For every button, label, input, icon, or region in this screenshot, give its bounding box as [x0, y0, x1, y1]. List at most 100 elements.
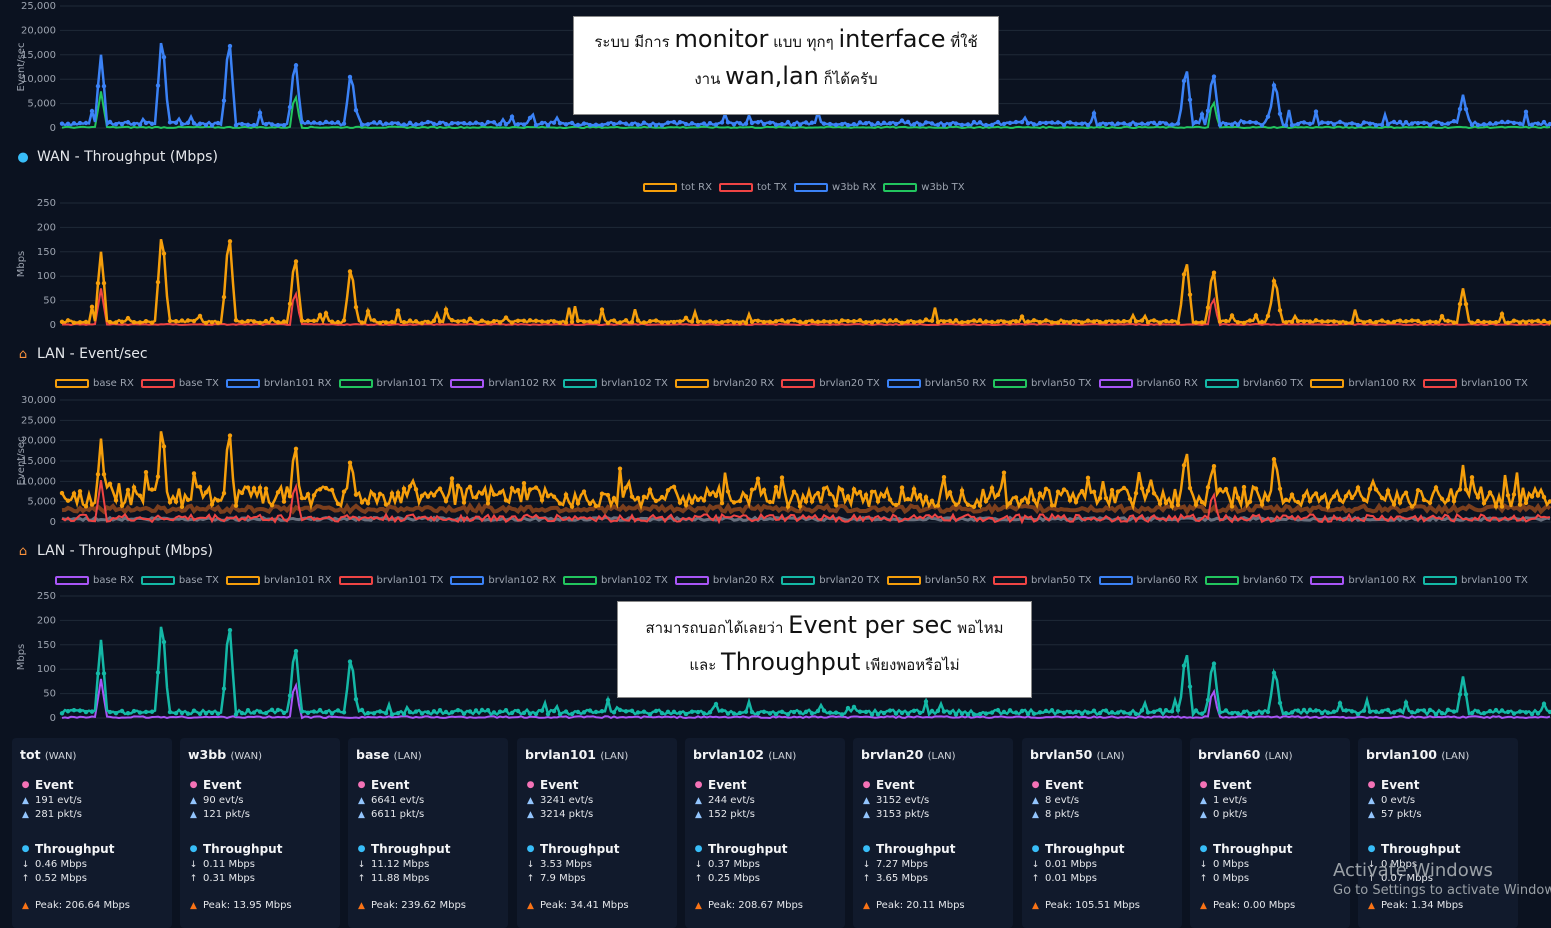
data-point	[1007, 120, 1013, 126]
data-point	[449, 710, 455, 715]
legend-item[interactable]: brvlan102 RX	[450, 575, 556, 586]
data-point	[1511, 120, 1517, 126]
data-point	[1331, 319, 1337, 324]
data-point	[1127, 496, 1133, 502]
legend-item[interactable]: base TX	[140, 575, 219, 586]
data-point	[1223, 708, 1229, 713]
data-point	[491, 120, 497, 125]
legend-item[interactable]: brvlan50 RX	[886, 378, 986, 389]
legend-item[interactable]: brvlan50 TX	[993, 378, 1092, 389]
data-point	[1367, 121, 1373, 126]
legend-swatch	[643, 183, 677, 192]
data-point	[1541, 701, 1547, 707]
up-value: 0.31 Mbps	[203, 873, 255, 884]
data-point	[491, 319, 497, 324]
legend-item[interactable]: brvlan60 TX	[1204, 575, 1303, 586]
y-tick-label: 20,000	[21, 436, 56, 447]
data-point	[701, 121, 707, 126]
data-point	[1469, 710, 1475, 716]
data-point	[1199, 711, 1205, 716]
legend-item[interactable]: brvlan100 TX	[1423, 378, 1528, 389]
data-point	[1271, 457, 1277, 462]
legend-item[interactable]: brvlan20 RX	[674, 378, 774, 389]
data-point	[1379, 709, 1385, 714]
data-point	[263, 318, 269, 324]
data-point	[527, 487, 533, 492]
data-point	[617, 707, 623, 713]
data-point	[173, 499, 179, 504]
data-point	[725, 489, 731, 494]
data-point	[1217, 122, 1223, 128]
globe-icon: ●	[189, 844, 198, 854]
legend-item[interactable]: brvlan50 RX	[886, 575, 986, 586]
data-point	[569, 504, 575, 509]
legend-item[interactable]: brvlan101 RX	[225, 378, 332, 389]
data-point	[1289, 492, 1295, 497]
data-point	[1019, 498, 1025, 503]
data-point	[1073, 319, 1079, 324]
data-point	[581, 710, 587, 715]
data-point	[1037, 120, 1043, 126]
data-point	[731, 711, 737, 716]
data-point	[1295, 499, 1301, 505]
data-point	[767, 319, 773, 325]
data-point	[563, 709, 569, 714]
series-line	[61, 91, 1551, 130]
inbox-icon: ▲	[1368, 795, 1375, 806]
legend-item[interactable]: brvlan102 TX	[563, 378, 668, 389]
legend-item[interactable]: base TX	[140, 378, 219, 389]
event-rate: ▲ 1 evt/s	[1198, 795, 1350, 806]
y-tick-label: 250	[37, 198, 56, 209]
data-point	[1343, 708, 1349, 713]
legend-item[interactable]: brvlan101 TX	[338, 575, 443, 586]
data-point	[1163, 121, 1169, 126]
data-point	[653, 123, 659, 128]
data-point	[461, 711, 467, 716]
data-point	[323, 485, 329, 491]
legend-swatch	[1423, 576, 1458, 585]
data-point	[1121, 319, 1127, 324]
arrow-up-icon: ↑	[189, 873, 198, 884]
legend-item[interactable]: brvlan50 TX	[993, 575, 1092, 586]
data-point	[947, 318, 953, 324]
data-point	[1127, 319, 1133, 324]
legend-item[interactable]: brvlan101 RX	[225, 575, 332, 586]
data-point	[1391, 710, 1397, 715]
legend-item[interactable]: w3bb TX	[883, 182, 965, 193]
legend-item[interactable]: brvlan102 TX	[563, 575, 668, 586]
data-point	[689, 500, 695, 505]
data-point	[533, 122, 539, 128]
legend-item[interactable]: brvlan60 RX	[1098, 575, 1198, 586]
data-point	[785, 119, 791, 125]
inbox-icon: ▲	[358, 809, 365, 820]
legend-item[interactable]: brvlan100 TX	[1423, 575, 1528, 586]
legend-item[interactable]: brvlan102 RX	[450, 378, 556, 389]
legend-item[interactable]: base RX	[55, 378, 134, 389]
series-line	[61, 480, 1551, 525]
legend-item[interactable]: brvlan100 RX	[1310, 575, 1416, 586]
data-point	[1037, 491, 1043, 496]
legend-item[interactable]: tot RX	[643, 182, 712, 193]
legend-item[interactable]: w3bb RX	[794, 182, 876, 193]
inbox-icon: ▲	[695, 809, 702, 820]
legend-item[interactable]: brvlan100 RX	[1310, 378, 1416, 389]
legend-item[interactable]: tot TX	[718, 182, 787, 193]
legend-item[interactable]: brvlan20 TX	[781, 378, 880, 389]
legend-item[interactable]: brvlan20 RX	[674, 575, 774, 586]
data-point	[935, 708, 941, 713]
data-point	[887, 121, 893, 126]
legend-item[interactable]: brvlan20 TX	[781, 575, 880, 586]
legend-item[interactable]: brvlan101 TX	[338, 378, 443, 389]
data-point	[383, 121, 389, 126]
legend-item[interactable]: brvlan60 RX	[1098, 378, 1198, 389]
up-value: 0.01 Mbps	[1045, 873, 1097, 884]
data-point	[359, 320, 365, 325]
legend-item[interactable]: brvlan60 TX	[1204, 378, 1303, 389]
legend-item[interactable]: base RX	[55, 575, 134, 586]
data-point	[1019, 314, 1025, 319]
data-point	[1529, 319, 1535, 324]
data-point	[563, 122, 569, 127]
brain-icon: ●	[357, 780, 366, 790]
data-point	[167, 709, 173, 715]
data-point	[227, 43, 233, 49]
